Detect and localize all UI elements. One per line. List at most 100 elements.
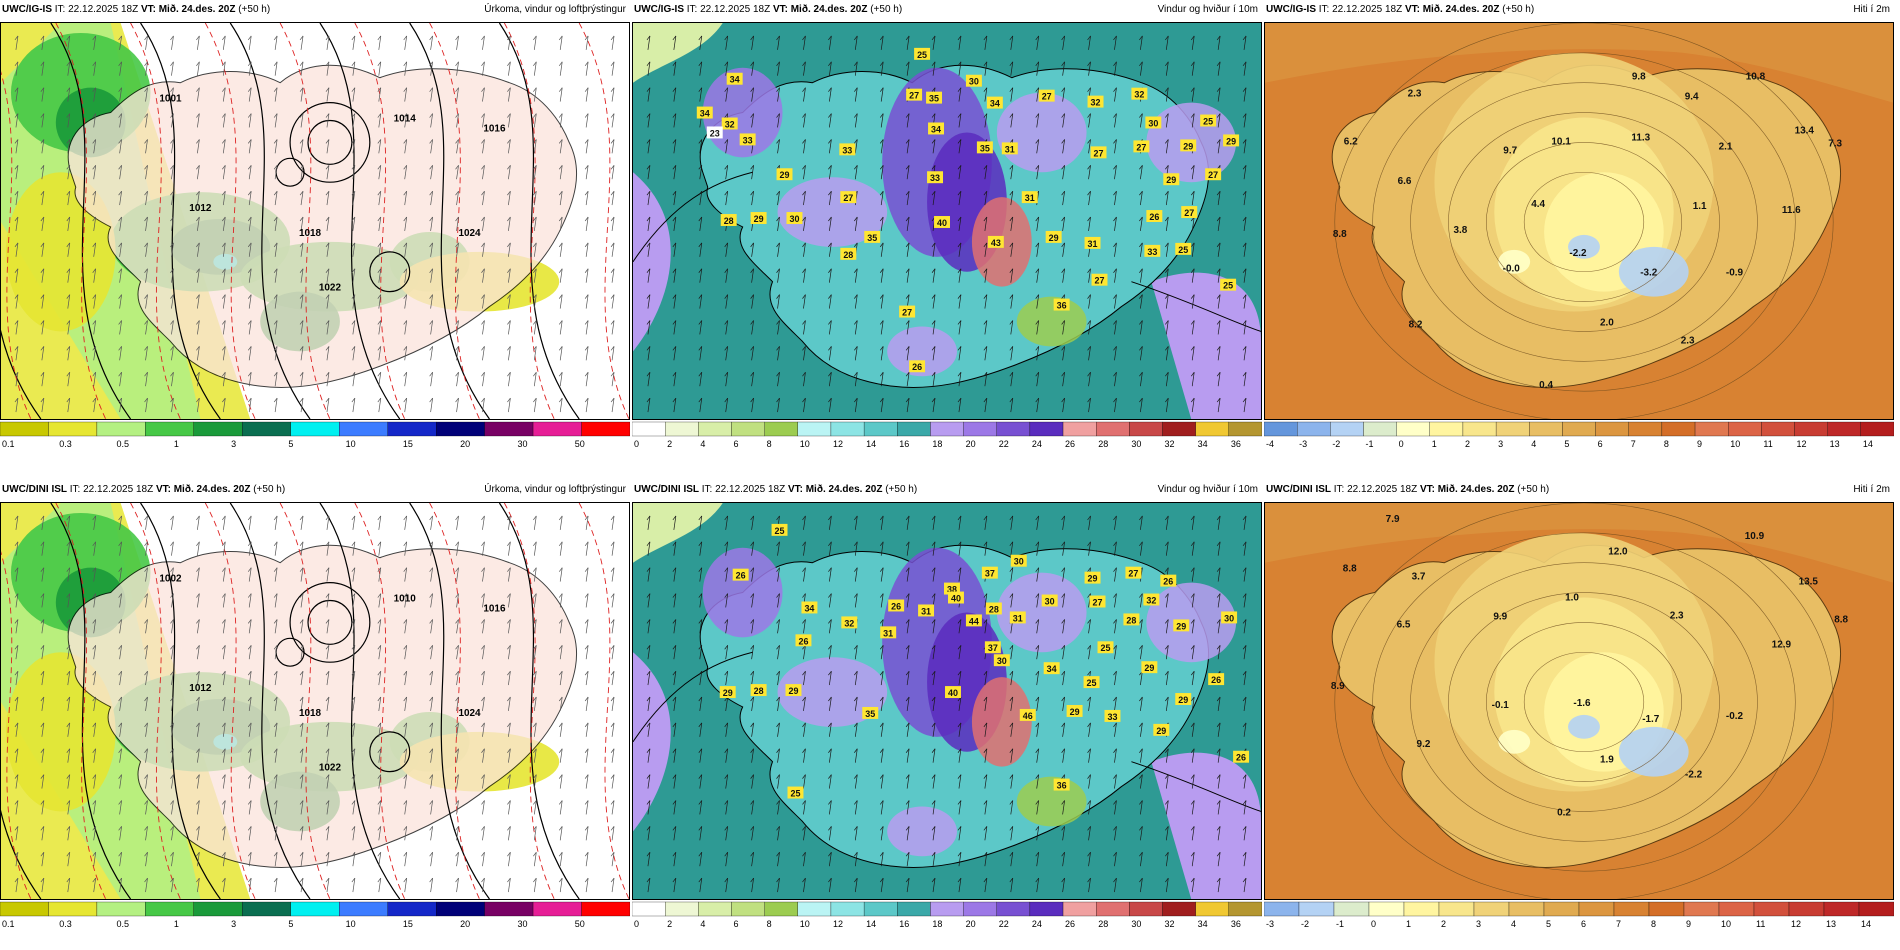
panel-header: UWC/IG-IS IT: 22.12.2025 18Z VT: Mið. 24… — [0, 0, 630, 20]
colorbar-swatch — [1368, 901, 1405, 917]
map-panel-wind: UWC/IG-IS IT: 22.12.2025 18Z VT: Mið. 24… — [632, 0, 1262, 460]
colorbar-tick: 12 — [1791, 919, 1801, 929]
temperature-label: 6.2 — [1344, 136, 1358, 147]
wind-label-box — [864, 230, 881, 243]
colorbar-tick: 11 — [1756, 919, 1765, 929]
colorbar-tick: 0 — [634, 919, 639, 929]
wind-label-box — [719, 686, 736, 699]
colorbar-tick: 1 — [1406, 919, 1411, 929]
colorbar-swatch — [339, 901, 388, 917]
temperature-label: 2.1 — [1719, 141, 1733, 152]
isotherm — [1410, 562, 1758, 842]
wind-label-box — [739, 133, 756, 146]
colorbar-tick: 8 — [1651, 919, 1656, 929]
region-boundary — [633, 651, 753, 743]
colorbar-tick: 0.3 — [59, 439, 72, 449]
wind-area — [1016, 296, 1087, 347]
wind-speed-label: 32 — [1091, 98, 1101, 108]
wind-label-box — [732, 568, 749, 581]
colorbar-swatch — [897, 421, 931, 437]
wind-speed-label: 30 — [997, 656, 1007, 666]
colorbar-tick: 0.3 — [59, 919, 72, 929]
valid-time-label: VT: — [787, 484, 803, 495]
temp-area — [1618, 246, 1689, 297]
colorbar-tick: 1 — [174, 439, 179, 449]
wind-speed-label: 40 — [948, 688, 958, 698]
colorbar-swatch — [632, 901, 666, 917]
map-panel-temp: UWC/DINI ISL IT: 22.12.2025 18Z VT: Mið.… — [1264, 480, 1894, 940]
colorbar-swatch — [1264, 421, 1298, 437]
model-name: UWC/IG-IS — [1266, 4, 1316, 15]
temperature-label: -1.7 — [1642, 714, 1660, 725]
colorbar-swatch — [532, 901, 582, 917]
isobar — [289, 102, 371, 183]
wind-label-box — [771, 523, 788, 536]
wind-speed-label: 34 — [931, 124, 941, 134]
wind-label-box — [1175, 242, 1192, 255]
colorbar-swatch — [863, 901, 898, 917]
temperature-label: 8.9 — [1331, 681, 1345, 692]
colorbar-tick: 20 — [966, 919, 976, 929]
wind-speed-label: 25 — [1203, 116, 1213, 126]
init-time: IT: 22.12.2025 18Z — [1316, 4, 1405, 15]
isobar — [140, 503, 221, 899]
temperature-label: -3.2 — [1640, 268, 1658, 279]
colorbar-tick: 34 — [1198, 919, 1208, 929]
map-panel-precip: UWC/IG-IS IT: 22.12.2025 18Z VT: Mið. 24… — [0, 0, 630, 460]
isobar — [409, 503, 490, 899]
isotherm — [1448, 592, 1720, 812]
wind-label-box — [1233, 750, 1250, 763]
wind-speed-label: 44 — [969, 616, 979, 626]
panel-title: Hiti í 2m — [1853, 4, 1890, 15]
run-info: UWC/IG-IS IT: 22.12.2025 18Z VT: Mið. 24… — [1266, 0, 1534, 20]
colorbar-swatch — [863, 421, 898, 437]
panel-title: Vindur og hviður í 10m — [1157, 484, 1258, 495]
colorbar-swatch — [1330, 421, 1364, 437]
temperature-label: 9.9 — [1493, 611, 1507, 622]
wind-speed-label: 34 — [1047, 664, 1057, 674]
wind-area — [1151, 272, 1261, 419]
colorbar-svg: 0.1 0.3 0.5 1 3 5 10 15 20 30 50 — [0, 421, 630, 449]
isobar — [50, 23, 132, 419]
colorbar-swatch — [764, 901, 798, 917]
wind-label-box — [1001, 142, 1018, 155]
colorbar-tick: 6 — [1581, 919, 1586, 929]
temperature-label: 7.9 — [1386, 514, 1400, 525]
colorbar-swatch — [1661, 421, 1696, 437]
wind-speed-label: 29 — [1156, 726, 1166, 736]
wind-label-box — [839, 143, 856, 156]
colorbar-swatch — [1823, 901, 1860, 917]
isotherm — [1334, 503, 1834, 899]
colorbar-tick: 3 — [231, 919, 236, 929]
colorbar-swatch — [1613, 901, 1650, 917]
wind-speed-label: 40 — [937, 218, 947, 228]
wind-speed-label: 25 — [917, 50, 927, 60]
wind-speed-label: 33 — [842, 145, 852, 155]
temperature-label: 3.8 — [1453, 225, 1467, 236]
wind-label-box — [1043, 662, 1060, 675]
temperature-label: 1.1 — [1693, 201, 1707, 212]
temperature-label: 2.3 — [1681, 335, 1695, 346]
wind-label-box — [840, 247, 857, 260]
pressure-label: 1016 — [483, 603, 506, 614]
colorbar-swatch — [731, 901, 765, 917]
wind-area — [633, 172, 671, 352]
colorbar-tick: 14 — [866, 439, 876, 449]
colorbar-tick: 8 — [1664, 439, 1669, 449]
colorbar-tick: 28 — [1098, 439, 1108, 449]
pressure-label: 1012 — [189, 203, 212, 214]
isobar — [498, 503, 580, 899]
isotherm — [1372, 52, 1796, 392]
wind-label-box — [801, 601, 818, 614]
temperature-label: 0.4 — [1539, 380, 1553, 391]
wind-label-box — [928, 122, 945, 135]
wind-label-box — [1181, 206, 1198, 219]
wind-speed-label: 29 — [1183, 141, 1193, 151]
colorbar-swatch — [996, 421, 1031, 437]
wind-speed-label: 36 — [1057, 301, 1067, 311]
wind-label-box — [993, 654, 1010, 667]
colorbar-tick: 10 — [346, 919, 356, 929]
colorbar-tick: 20 — [460, 439, 470, 449]
colorbar-tick: 15 — [403, 439, 413, 449]
isobar — [319, 23, 401, 419]
